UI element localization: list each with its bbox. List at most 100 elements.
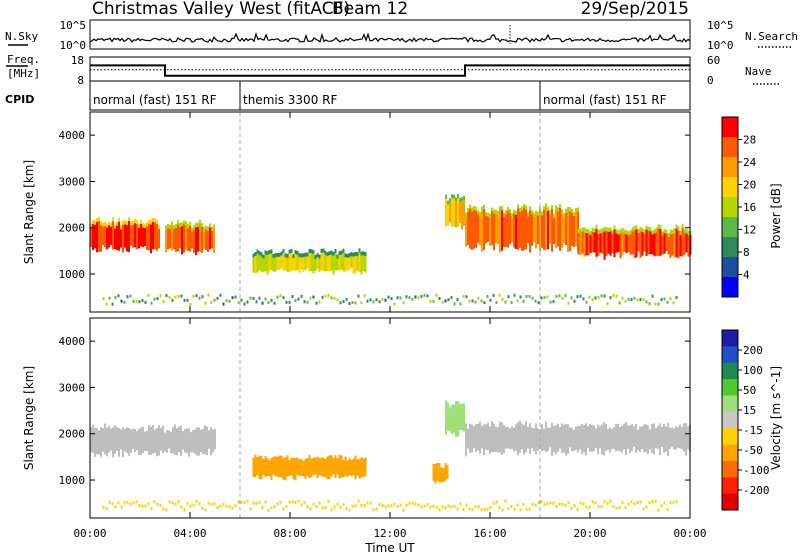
data-cell: [495, 426, 497, 452]
data-cell: [432, 504, 435, 508]
data-cell: [429, 299, 432, 303]
data-cell: [138, 300, 141, 304]
data-cell: [92, 219, 94, 224]
data-cell: [304, 252, 307, 257]
x-tick-label: 00:00: [673, 527, 706, 540]
freq-left-tick-top: 18: [71, 54, 84, 67]
data-cell: [539, 207, 541, 211]
data-cell: [345, 297, 348, 301]
data-cell: [513, 213, 515, 248]
data-cell: [436, 466, 439, 481]
data-cell: [96, 221, 98, 253]
data-cell: [126, 221, 128, 226]
colorbar-swatch: [722, 117, 738, 138]
data-cell: [316, 253, 319, 258]
data-cell: [158, 228, 160, 249]
data-cell: [633, 426, 635, 447]
data-cell: [499, 421, 501, 453]
data-cell: [583, 227, 586, 232]
data-cell: [438, 508, 441, 512]
data-cell: [501, 422, 503, 455]
data-cell: [191, 231, 193, 249]
data-cell: [147, 293, 150, 297]
data-cell: [561, 296, 564, 300]
data-cell: [294, 461, 297, 481]
data-cell: [435, 505, 438, 509]
data-cell: [561, 209, 563, 214]
frequency-trace: [90, 64, 690, 77]
data-cell: [505, 427, 507, 449]
data-cell: [545, 207, 547, 251]
data-cell: [442, 471, 445, 483]
data-cell: [358, 252, 361, 273]
data-cell: [207, 501, 210, 505]
data-cell: [270, 506, 273, 510]
data-cell: [173, 229, 175, 250]
data-cell: [445, 404, 447, 435]
data-cell: [591, 424, 593, 452]
data-cell: [204, 425, 206, 455]
data-cell: [435, 293, 438, 297]
y-tick-label: 1000: [59, 474, 86, 487]
data-cell: [457, 197, 459, 227]
data-cell: [553, 426, 555, 453]
data-cell: [597, 424, 599, 454]
data-cell: [527, 212, 529, 217]
data-cell: [180, 505, 183, 509]
data-cell: [637, 429, 639, 451]
data-cell: [200, 429, 202, 452]
data-cell: [140, 427, 142, 456]
data-cell: [98, 217, 100, 221]
data-cell: [438, 297, 441, 300]
data-cell: [451, 404, 453, 409]
data-cell: [649, 429, 651, 450]
cpid-segment-label: normal (fast) 151 RF: [93, 93, 217, 107]
data-cell: [112, 221, 114, 250]
data-cell: [348, 457, 351, 462]
data-cell: [549, 427, 551, 448]
data-cell: [414, 502, 417, 506]
data-cell: [683, 232, 686, 255]
data-cell: [294, 457, 297, 462]
data-cell: [504, 300, 507, 304]
data-cell: [685, 229, 688, 234]
data-cell: [432, 467, 435, 481]
data-cell: [501, 210, 503, 251]
data-cell: [509, 212, 511, 245]
data-cell: [429, 505, 432, 509]
data-cell: [573, 211, 575, 216]
data-cell: [659, 228, 662, 256]
data-cell: [585, 228, 588, 233]
data-cell: [639, 227, 642, 232]
data-cell: [310, 458, 313, 463]
data-cell: [444, 467, 447, 481]
data-cell: [195, 227, 197, 256]
data-cell: [654, 302, 657, 306]
data-cell: [333, 296, 336, 300]
velocity-y-label: Slant Range [km]: [22, 366, 36, 470]
data-cell: [581, 227, 584, 232]
data-cell: [292, 258, 295, 270]
data-cell: [462, 508, 465, 511]
data-cell: [252, 457, 255, 462]
data-cell: [336, 258, 339, 271]
data-cell: [549, 213, 551, 244]
data-cell: [537, 215, 539, 245]
data-cell: [477, 214, 479, 243]
data-cell: [276, 252, 279, 257]
data-cell: [675, 228, 678, 258]
data-cell: [573, 429, 575, 451]
data-cell: [654, 499, 657, 503]
colorbar-tick-label: 24: [743, 156, 757, 169]
data-cell: [673, 228, 676, 233]
data-cell: [585, 505, 588, 509]
data-cell: [173, 225, 175, 229]
data-cell: [274, 257, 277, 272]
data-cell: [306, 505, 309, 509]
data-cell: [243, 500, 246, 504]
data-cell: [362, 251, 365, 256]
data-cell: [609, 231, 612, 256]
data-cell: [417, 296, 420, 300]
data-cell: [463, 200, 465, 226]
data-cell: [357, 499, 360, 503]
